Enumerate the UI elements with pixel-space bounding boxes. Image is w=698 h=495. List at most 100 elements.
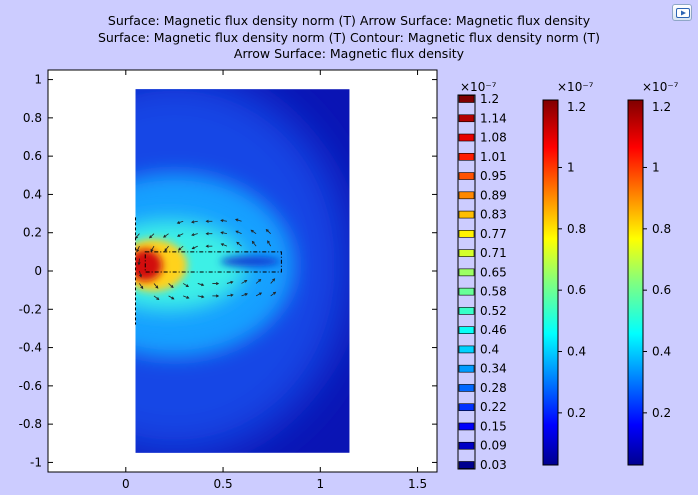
flux-arrow-head — [244, 280, 248, 283]
y-tick-label: -0.4 — [19, 341, 42, 355]
flux-arrow-head — [272, 291, 277, 295]
colorbar-label: 1.01 — [480, 150, 507, 164]
colorbar-label: 0.89 — [480, 188, 507, 202]
flux-arrow — [241, 293, 248, 297]
y-tick-label: 0.4 — [23, 187, 42, 201]
flux-arrow — [252, 241, 257, 247]
flux-arrow-head — [258, 292, 263, 296]
y-tick-label: -0.8 — [19, 417, 42, 431]
colorbar-swatch — [458, 152, 475, 161]
colorbar-swatch — [458, 210, 475, 219]
colorbar-label: 1 — [567, 160, 575, 174]
flux-arrow — [192, 245, 198, 249]
flux-arrow — [135, 233, 140, 239]
plot-title-line-3: Arrow Surface: Magnetic flux density — [233, 46, 465, 61]
y-tick-label: 1 — [34, 73, 42, 87]
flux-arrow-head — [163, 234, 167, 238]
flux-arrow-head — [215, 294, 220, 298]
y-tick-label: -0.6 — [19, 379, 42, 393]
flux-arrow-head — [137, 262, 141, 266]
flux-arrow — [139, 270, 142, 277]
flux-arrow-head — [200, 283, 205, 287]
flux-arrow-head — [235, 218, 239, 222]
colorbar-label: 0.46 — [480, 323, 507, 337]
colorbar-label: 1 — [652, 160, 660, 174]
colorbar-label: 0.15 — [480, 419, 507, 433]
flux-arrow-head — [220, 243, 224, 247]
flux-arrow — [270, 291, 276, 297]
flux-arrow — [197, 295, 204, 298]
colorbar-swatch — [458, 364, 475, 373]
y-tick-label: 0.8 — [23, 111, 42, 125]
colorbar-label: 1.2 — [567, 100, 586, 114]
colorbar-label: 1.08 — [480, 131, 507, 145]
y-tick-label: -0.2 — [19, 302, 42, 316]
flux-arrow-head — [251, 240, 255, 244]
colorbar-label: 0.6 — [567, 283, 586, 297]
colorbar-frame — [457, 94, 476, 470]
flux-arrow — [150, 245, 155, 252]
flux-arrow — [270, 278, 275, 284]
flux-arrow — [250, 229, 257, 235]
colorbar-swatch — [458, 172, 475, 180]
flux-arrow — [153, 295, 160, 300]
colorbar-label: 0.58 — [480, 285, 507, 299]
colorbar-label: 0.34 — [480, 362, 507, 376]
flux-arrow — [226, 294, 233, 297]
colorbar-label: 0.2 — [567, 406, 586, 420]
colorbar-swatch — [458, 384, 475, 392]
x-tick-label: 1 — [316, 477, 324, 491]
flux-arrow-head — [139, 274, 143, 278]
colorbar-label: 0.4 — [567, 345, 586, 359]
colorbar-exponent: ×10⁻⁷ — [557, 80, 594, 94]
flux-arrow-head — [265, 229, 269, 233]
flux-arrow-head — [185, 284, 190, 288]
flux-arrow-head — [220, 231, 224, 235]
flux-arrow — [255, 279, 261, 284]
flux-arrow-head — [186, 295, 190, 299]
flux-arrow-head — [170, 284, 174, 289]
flux-arrow — [197, 283, 204, 286]
flux-arrow-head — [164, 248, 168, 252]
flux-arrow-head — [171, 296, 175, 300]
flux-arrow-head — [177, 234, 181, 237]
x-tick-label: 0 — [122, 477, 130, 491]
colorbar-gradient — [627, 99, 644, 466]
flux-arrow — [221, 243, 228, 247]
colorbar-swatch — [458, 191, 475, 200]
colorbar-label: 0.52 — [480, 304, 507, 318]
colorbar-label: 0.8 — [652, 222, 671, 236]
flux-arrow-head — [230, 293, 234, 297]
y-tick-label: 0.2 — [23, 226, 42, 240]
colorbar-swatch — [458, 287, 475, 296]
colorbar-label: 0.4 — [652, 345, 671, 359]
flux-arrow-head — [235, 230, 239, 234]
flux-arrow-head — [149, 235, 153, 239]
flux-arrow — [139, 283, 144, 289]
flux-arrow — [236, 241, 242, 247]
flux-arrow-head — [272, 278, 276, 282]
colorbar-label: 0.03 — [480, 458, 507, 472]
flux-arrow — [191, 220, 198, 223]
conductor-outline — [144, 251, 282, 273]
flux-arrow — [255, 292, 262, 297]
colorbar-swatch — [458, 133, 475, 142]
flux-arrow-head — [215, 281, 220, 286]
flux-arrow — [177, 220, 184, 224]
flux-arrow — [168, 295, 174, 300]
colorbar-swatch — [458, 422, 475, 431]
y-tick-label: 0 — [34, 264, 42, 278]
colorbar-label: 1.14 — [480, 111, 507, 125]
colorbar-label: 0.71 — [480, 246, 507, 260]
flux-arrow-head — [267, 240, 270, 244]
flux-arrow — [178, 245, 184, 251]
colorbar-swatch — [458, 461, 475, 469]
y-tick-label: -1 — [30, 455, 42, 469]
flux-arrow — [153, 283, 159, 289]
colorbar-swatch — [458, 95, 475, 103]
video-camera-icon[interactable] — [672, 4, 692, 21]
flux-arrow — [266, 229, 271, 234]
colorbar-label: 0.95 — [480, 169, 507, 183]
flux-arrow — [235, 219, 242, 222]
